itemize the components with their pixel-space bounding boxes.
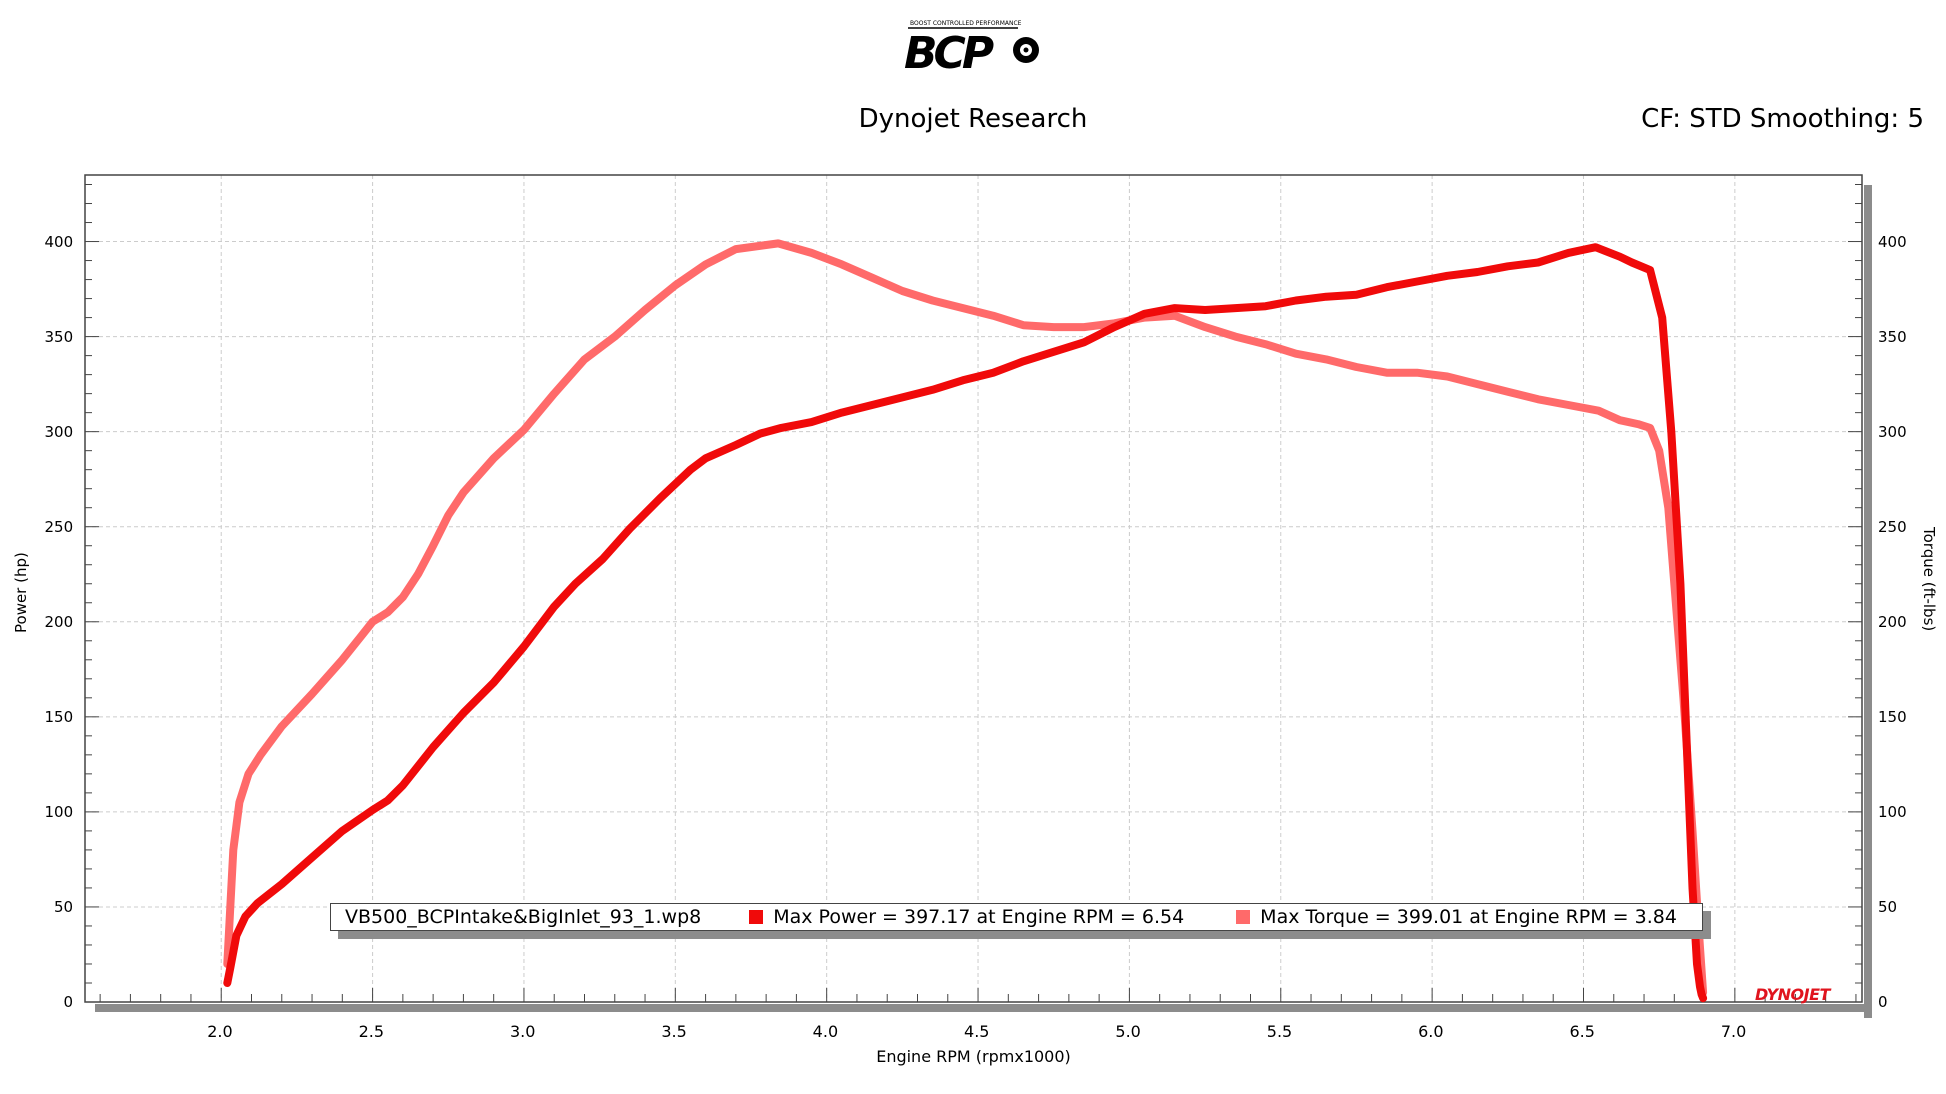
x-tick-label: 5.5 — [1266, 1022, 1293, 1041]
y-tick-label: 350 — [44, 327, 74, 346]
y-tick-label: 300 — [44, 422, 74, 441]
power-swatch — [749, 910, 764, 924]
x-tick-label: 4.5 — [964, 1022, 990, 1041]
x-tick-label: 6.0 — [1418, 1022, 1444, 1041]
legend-item-torque: Max Torque = 399.01 at Engine RPM = 3.84 — [1236, 906, 1677, 928]
y-tick-label: 100 — [44, 802, 74, 821]
y2-tick-label: 200 — [1878, 612, 1907, 631]
plot-frame — [84, 174, 1863, 1003]
y-tick-label: 50 — [54, 897, 74, 916]
x-tick-label: 3.0 — [509, 1022, 536, 1041]
torque-swatch — [1236, 910, 1251, 924]
power-series-line — [223, 243, 1708, 1003]
y2-tick-label: 350 — [1878, 327, 1907, 346]
x-tick-label: 3.5 — [661, 1022, 687, 1041]
legend-power-label: Max Power = 397.17 at Engine RPM = 6.54 — [773, 906, 1185, 928]
y2-tick-label: 50 — [1878, 897, 1898, 916]
legend-item-power: Max Power = 397.17 at Engine RPM = 6.54 — [749, 906, 1184, 928]
legend-torque-label: Max Torque = 399.01 at Engine RPM = 3.84 — [1260, 906, 1677, 928]
torque-series-line — [223, 239, 1708, 997]
y-tick-label: 150 — [44, 707, 74, 726]
logo-tagline: BOOST CONTROLLED PERFORMANCE — [910, 20, 1022, 27]
y2-tick-label: 150 — [1878, 707, 1907, 726]
plot-shadow-bottom — [95, 1004, 1872, 1012]
y2-tick-label: 250 — [1878, 517, 1907, 536]
y2-tick-label: 100 — [1878, 802, 1907, 821]
y-tick-label: 250 — [44, 517, 74, 536]
legend: VB500_BCPIntake&BigInlet_93_1.wp8 Max Po… — [330, 903, 1703, 931]
x-tick-label: 2.5 — [358, 1022, 385, 1041]
x-tick-label: 7.0 — [1720, 1022, 1747, 1041]
legend-run-name: VB500_BCPIntake&BigInlet_93_1.wp8 — [345, 906, 702, 928]
y-tick-label: 400 — [44, 232, 74, 251]
y2-tick-label: 300 — [1878, 422, 1907, 441]
y-tick-label: 200 — [44, 612, 74, 631]
x-tick-label: 5.0 — [1115, 1022, 1141, 1041]
cf-smoothing-info: CF: STD Smoothing: 5 — [1641, 104, 1924, 134]
x-tick-label: 6.5 — [1569, 1022, 1595, 1041]
y-axis-title: Power (hp) — [12, 551, 30, 633]
y2-tick-label: 0 — [1878, 993, 1888, 1011]
bcp-logo: BOOST CONTROLLED PERFORMANCE BCP — [904, 20, 1039, 79]
dynojet-brand-mark: DYNOJET — [1755, 985, 1830, 1004]
y-tick-label: 0 — [63, 993, 74, 1011]
logo-text: BCP — [904, 28, 994, 79]
plot-shadow-right — [1864, 185, 1872, 1018]
y2-axis-title: Torque (ft-lbs) — [1920, 526, 1938, 631]
x-axis-title: Engine RPM (rpmx1000) — [876, 1047, 1071, 1066]
y2-tick-label: 400 — [1878, 232, 1907, 251]
chart-title: Dynojet Research — [858, 104, 1088, 134]
x-tick-label: 4.0 — [812, 1022, 839, 1041]
x-tick-label: 2.0 — [207, 1022, 233, 1041]
